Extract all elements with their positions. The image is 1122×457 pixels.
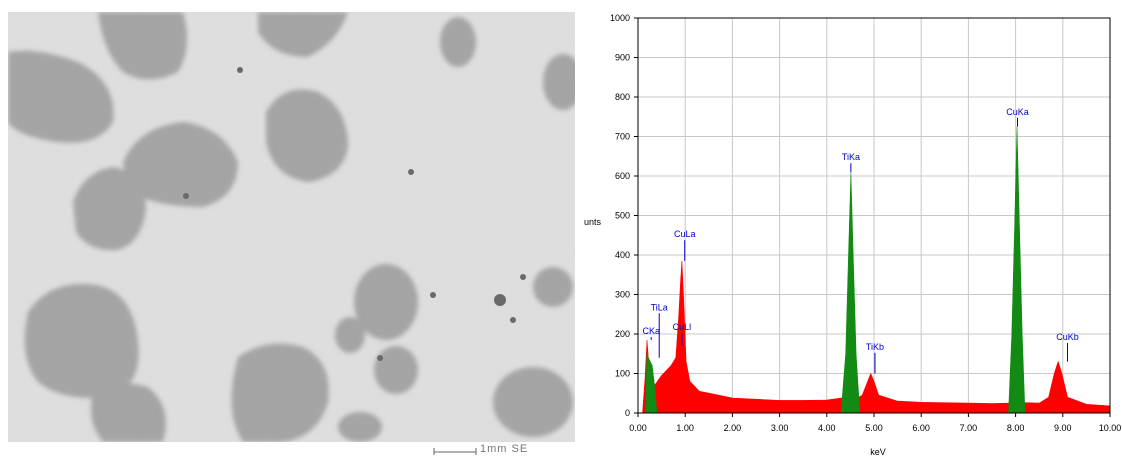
x-tick-label: 10.00 <box>1099 423 1122 433</box>
peak-label: CuKb <box>1056 332 1079 342</box>
y-axis-ticks: 0 100 200 300 400 500 600 700 800 900 1000 <box>610 13 638 418</box>
y-tick-label: 600 <box>615 171 630 181</box>
x-tick-label: 9.00 <box>1054 423 1072 433</box>
peak-label: CKa <box>642 326 660 336</box>
y-tick-label: 300 <box>615 290 630 300</box>
peak-label: TiLa <box>651 302 668 312</box>
peak-label: TiKb <box>866 342 884 352</box>
x-axis-label: keV <box>870 447 886 457</box>
y-tick-label: 1000 <box>610 13 630 23</box>
peak-label: CuLa <box>674 229 696 239</box>
y-tick-label: 500 <box>615 211 630 221</box>
peak-label: TiKa <box>842 152 860 162</box>
x-tick-label: 7.00 <box>960 423 978 433</box>
peak-label: CuKa <box>1006 107 1029 117</box>
y-tick-label: 0 <box>625 408 630 418</box>
x-tick-label: 1.00 <box>676 423 694 433</box>
eds-spectrum-chart: CKa TiLa CuLl CuLa TiKa TiKb CuKa CuKb 0.00 1.00… <box>584 13 1121 457</box>
spectrum-series-2 <box>840 172 861 414</box>
scale-label: 1mm SE <box>480 443 529 455</box>
scale-bar-line <box>433 448 477 455</box>
y-tick-label: 900 <box>615 53 630 63</box>
x-tick-label: 6.00 <box>912 423 930 433</box>
chart-grid <box>637 17 1111 414</box>
y-tick-label: 200 <box>615 329 630 339</box>
chart-series <box>642 126 1111 414</box>
sem-micrograph <box>8 12 575 442</box>
x-tick-label: 5.00 <box>865 423 883 433</box>
y-axis-label: unts <box>584 217 602 227</box>
y-tick-label: 100 <box>615 369 630 379</box>
spectrum-series-3 <box>1008 126 1026 414</box>
y-tick-label: 800 <box>615 92 630 102</box>
x-tick-label: 0.00 <box>629 423 647 433</box>
x-tick-label: 3.00 <box>771 423 789 433</box>
x-tick-label: 8.00 <box>1007 423 1025 433</box>
x-tick-label: 2.00 <box>724 423 742 433</box>
x-tick-label: 4.00 <box>818 423 836 433</box>
y-tick-label: 700 <box>615 132 630 142</box>
y-tick-label: 400 <box>615 250 630 260</box>
scale-bar: 1mm SE <box>432 443 572 457</box>
peak-label: CuLl <box>673 322 692 332</box>
chart-annotations: CKa TiLa CuLl CuLa TiKa TiKb CuKa CuKb <box>642 107 1079 374</box>
x-axis-ticks: 0.00 1.00 2.00 3.00 4.00 5.00 6.00 7.00 8.00 9.00… <box>629 413 1121 433</box>
